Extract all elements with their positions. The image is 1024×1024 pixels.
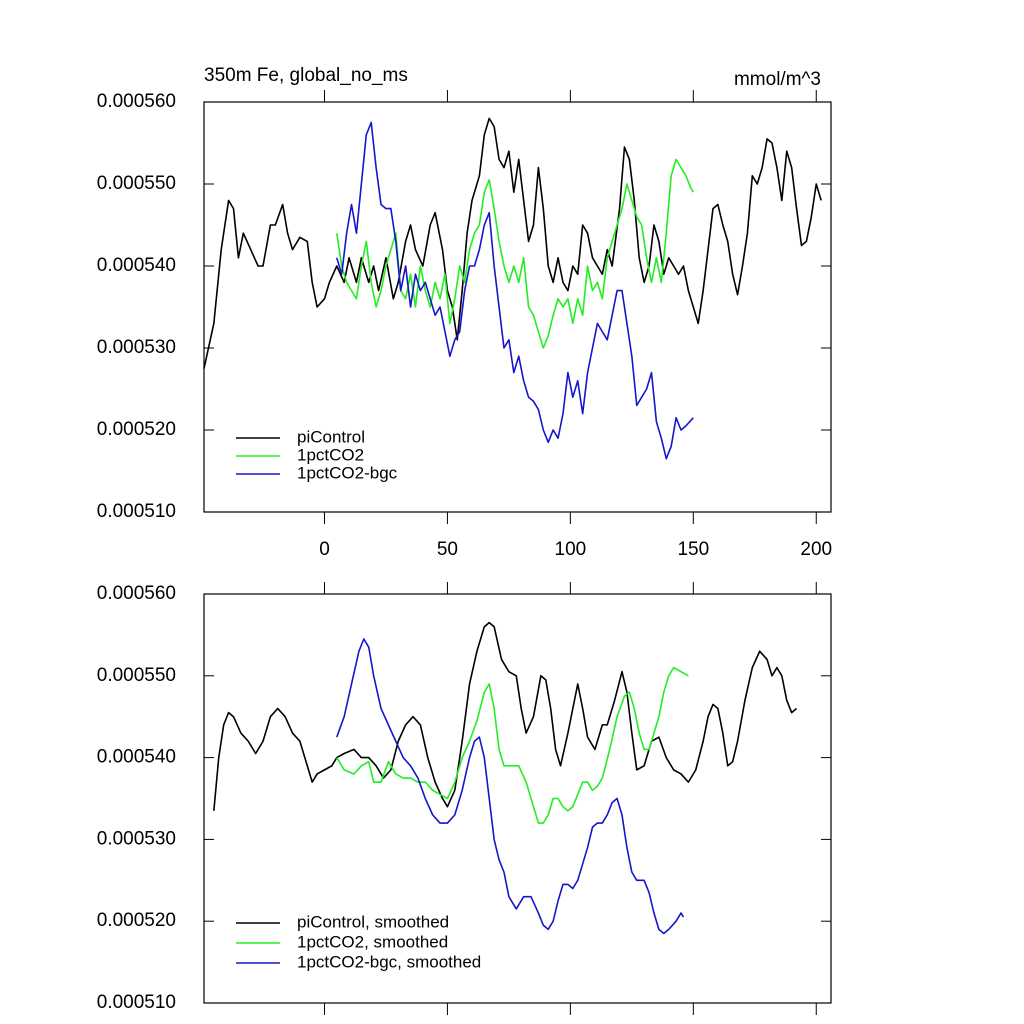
y-tick-label: 0.000520 — [97, 910, 176, 931]
y-tick-label: 0.000540 — [97, 747, 176, 768]
x-tick-label: 50 — [437, 539, 458, 560]
y-tick-label: 0.000540 — [97, 255, 176, 276]
legend-label: piControl — [297, 427, 365, 446]
x-tick-label: 0 — [319, 539, 330, 560]
y-tick-label: 0.000520 — [97, 419, 176, 440]
y-tick-label: 0.000560 — [97, 583, 176, 604]
y-tick-label: 0.000510 — [97, 501, 176, 522]
y-tick-label: 0.000550 — [97, 173, 176, 194]
x-tick-label: 100 — [555, 539, 587, 560]
legend-label: 1pctCO2, smoothed — [297, 932, 448, 951]
series-line — [213, 621, 798, 811]
legend-label: 1pctCO2-bgc — [297, 463, 398, 482]
legend-label: piControl, smoothed — [297, 912, 449, 931]
series-line — [203, 117, 822, 369]
units-label: mmol/m^3 — [734, 69, 821, 90]
series-line — [336, 121, 694, 460]
legend-label: 1pctCO2 — [297, 445, 364, 464]
legend-label: 1pctCO2-bgc, smoothed — [297, 952, 481, 971]
y-tick-label: 0.000560 — [97, 91, 176, 112]
y-tick-label: 0.000550 — [97, 665, 176, 686]
x-tick-label: 150 — [677, 539, 709, 560]
series-line — [336, 638, 685, 935]
y-tick-label: 0.000510 — [97, 992, 176, 1013]
x-tick-label: 200 — [800, 539, 832, 560]
series-line — [336, 666, 689, 824]
plot-frame — [203, 101, 832, 513]
plot-frame — [203, 593, 832, 1004]
chart-title: 350m Fe, global_no_ms — [204, 65, 408, 86]
y-tick-label: 0.000530 — [97, 337, 176, 358]
y-tick-label: 0.000530 — [97, 828, 176, 849]
